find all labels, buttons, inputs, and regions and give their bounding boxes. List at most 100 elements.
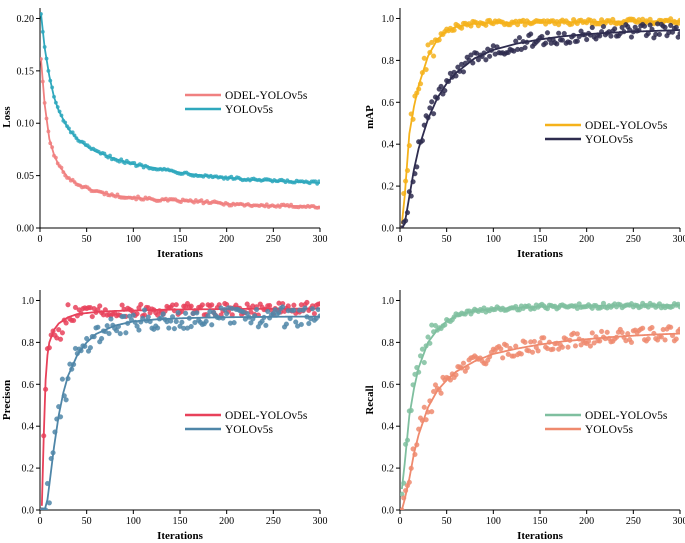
data-point [597,338,603,344]
data-point [209,302,215,308]
series-line [401,332,680,510]
y-tick-label: 0.4 [382,422,395,433]
x-tick-label: 300 [313,234,328,245]
data-point [155,325,161,331]
data-point [173,302,179,308]
data-point [431,53,437,59]
data-point [203,318,209,324]
data-point [141,307,148,313]
data-point [106,330,112,337]
x-tick-label: 0 [398,234,403,245]
data-point [574,38,580,44]
legend-label: ODEL-YOLOv5s [585,410,668,422]
data-point [136,327,142,333]
data-point [97,303,103,309]
data-point [668,324,674,330]
data-point [199,302,206,308]
x-tick-label: 150 [533,516,548,527]
data-point [183,310,189,316]
x-tick-label: 300 [673,516,685,527]
data-point [645,336,651,342]
series-line [40,13,320,184]
y-tick-label: 0.00 [17,224,35,235]
x-tick-label: 0 [398,516,403,527]
data-point [542,40,549,46]
y-tick-label: 0.2 [22,464,35,475]
data-point [677,30,680,37]
x-tick-label: 50 [442,234,452,245]
data-point [587,343,594,349]
x-axis-title: Iterations [157,530,204,542]
data-point [574,331,580,337]
chart-precision: 0 50 100 150 200 250 300 0.0 0.2 0.4 0.6 0.8 1.0 Iter… [1,290,328,542]
x-tick-label: 150 [173,234,188,245]
data-point [628,339,635,346]
data-point [500,355,506,361]
y-tick-label: 0.6 [382,98,395,109]
series-1 [40,11,320,186]
data-point [56,327,62,333]
data-point [145,314,151,320]
data-point [529,349,536,355]
y-axis-title: Loss [1,106,13,128]
data-point [673,336,679,342]
x-tick-label: 0 [38,234,43,245]
data-point [559,37,566,43]
legend-label: YOLOv5s [585,134,633,146]
data-point [87,345,94,351]
data-point [429,99,435,105]
legend-label: YOLOv5s [225,424,273,436]
data-point [65,302,71,308]
data-point [175,309,181,316]
x-axis-title: Iterations [517,248,564,260]
data-point [72,304,79,311]
x-tick-label: 200 [579,234,594,245]
y-tick-label: 0.2 [382,182,395,193]
y-tick-label: 0.2 [382,464,395,475]
data-point [265,308,271,315]
data-point [531,338,538,345]
y-tick-label: 0.8 [382,338,395,349]
x-tick-label: 150 [173,516,188,527]
data-point [565,344,571,350]
data-point [166,325,172,331]
data-point [291,307,297,313]
chart-loss: 0 50 100 150 200 250 300 0.00 0.05 0.10 0.15 0.20 It… [1,8,328,260]
data-point [468,52,474,58]
data-point [429,409,435,415]
data-point [317,301,320,307]
data-point [263,322,269,329]
data-point [108,316,114,322]
data-point [598,328,605,335]
data-point [160,311,166,317]
data-point [304,299,310,306]
data-point [503,342,510,348]
series-line [41,315,320,510]
data-point [302,305,308,311]
y-tick-label: 1.0 [22,296,35,307]
y-tick-label: 0.0 [382,224,395,235]
data-point [309,306,316,312]
data-point [516,35,523,41]
y-tick-label: 0.15 [17,66,35,77]
x-tick-label: 100 [126,516,141,527]
legend-label: ODEL-YOLOv5s [585,120,668,132]
data-point [231,320,237,326]
data-point [224,311,230,317]
x-axis-title: Iterations [157,248,204,260]
data-point [188,323,194,330]
x-tick-label: 300 [313,516,328,527]
data-point [95,324,101,330]
series-line [40,58,320,208]
chart-recall: 0 50 100 150 200 250 300 0.0 0.2 0.4 0.6 0.8 1.0 Iter… [364,290,685,542]
data-point [584,36,590,43]
data-point [640,325,646,331]
data-point [117,331,123,337]
data-point [438,83,444,90]
y-tick-label: 0.8 [382,56,395,67]
data-point [63,320,69,326]
data-point [298,321,304,328]
data-point [487,53,493,59]
data-point [460,69,467,75]
